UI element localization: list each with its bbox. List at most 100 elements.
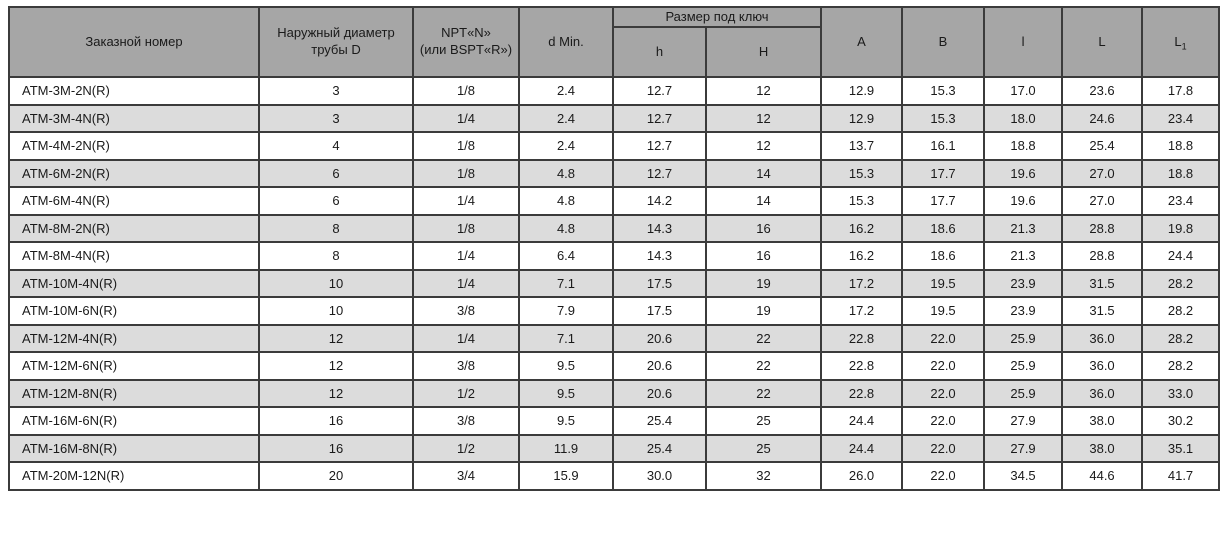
value-cell: 8 (258, 213, 414, 243)
value-cell: 28.2 (1141, 268, 1221, 298)
value-cell: 24.6 (1061, 103, 1144, 133)
value-cell: 16 (258, 406, 414, 436)
value-cell: 7.1 (518, 268, 614, 298)
value-cell: 31.5 (1061, 296, 1144, 326)
value-cell: 20.6 (612, 351, 707, 381)
value-cell: 12 (704, 131, 823, 161)
value-cell: 18.6 (901, 213, 986, 243)
value-cell: 35.1 (1141, 433, 1221, 463)
outer-diameter-line2: трубы D (311, 42, 361, 57)
value-cell: 18.6 (901, 241, 986, 271)
value-cell: 19.5 (901, 268, 986, 298)
value-cell: 15.3 (901, 103, 986, 133)
value-cell: 27.9 (983, 406, 1064, 436)
value-cell: 19 (704, 268, 823, 298)
header-row-bottom: h H (9, 26, 1219, 78)
table-row: ATM-8M-2N(R) 8 1/8 4.8 14.3 16 16.2 18.6 21.3 28.… (8, 213, 1221, 243)
value-cell: 18.8 (983, 131, 1064, 161)
value-cell: 12 (258, 351, 414, 381)
order-number-cell: ATM-16M-8N(R) (8, 433, 260, 463)
order-number-cell: ATM-4M-2N(R) (8, 131, 260, 161)
value-cell: 2.4 (518, 76, 614, 106)
value-cell: 1/8 (412, 213, 520, 243)
value-cell: 28.8 (1061, 241, 1144, 271)
value-cell: 1/2 (412, 433, 520, 463)
table-row: ATM-3M-2N(R) 3 1/8 2.4 12.7 12 12.9 15.3 17.0 23.… (8, 76, 1221, 106)
value-cell: 30.2 (1141, 406, 1221, 436)
value-cell: 38.0 (1061, 406, 1144, 436)
value-cell: 10 (258, 268, 414, 298)
value-cell: 25.9 (983, 378, 1064, 408)
col-header-npt: NPT«N» (или BSPT«R») (412, 6, 520, 78)
col-header-l-small: l (983, 6, 1064, 78)
value-cell: 23.4 (1141, 186, 1221, 216)
value-cell: 18.8 (1141, 131, 1221, 161)
order-number-cell: ATM-8M-4N(R) (8, 241, 260, 271)
order-number-cell: ATM-12M-4N(R) (8, 323, 260, 353)
value-cell: 3/8 (412, 351, 520, 381)
outer-diameter-line1: Наружный диаметр (277, 25, 395, 41)
spec-table-container: Заказной номер Наружный диаметр трубы D … (8, 6, 1221, 491)
value-cell: 16 (258, 433, 414, 463)
value-cell: 12 (258, 323, 414, 353)
value-cell: 17.7 (901, 158, 986, 188)
value-cell: 3/8 (412, 296, 520, 326)
value-cell: 26.0 (820, 461, 904, 491)
value-cell: 15.3 (820, 158, 904, 188)
value-cell: 16.2 (820, 213, 904, 243)
value-cell: 1/8 (412, 131, 520, 161)
value-cell: 14 (704, 186, 823, 216)
value-cell: 25 (704, 406, 823, 436)
value-cell: 25.9 (983, 351, 1064, 381)
value-cell: 28.2 (1141, 296, 1221, 326)
table-row: ATM-3M-4N(R) 3 1/4 2.4 12.7 12 12.9 15.3 18.0 24.… (8, 103, 1221, 133)
order-number-cell: ATM-12M-6N(R) (8, 351, 260, 381)
value-cell: 12.9 (820, 76, 904, 106)
order-number-cell: ATM-6M-4N(R) (8, 186, 260, 216)
value-cell: 20 (258, 461, 414, 491)
value-cell: 22.0 (901, 433, 986, 463)
table-row: ATM-20M-12N(R) 20 3/4 15.9 30.0 32 26.0 22.0 34.… (8, 461, 1221, 491)
col-header-wrench-size: Размер под ключ (611, 6, 823, 28)
value-cell: 19 (704, 296, 823, 326)
value-cell: 18.0 (983, 103, 1064, 133)
value-cell: 22.0 (901, 461, 986, 491)
value-cell: 11.9 (518, 433, 614, 463)
value-cell: 9.5 (518, 351, 614, 381)
value-cell: 4.8 (518, 186, 614, 216)
value-cell: 1/8 (412, 158, 520, 188)
order-number-cell: ATM-10M-4N(R) (8, 268, 260, 298)
value-cell: 6 (258, 158, 414, 188)
value-cell: 1/2 (412, 378, 520, 408)
value-cell: 19.8 (1141, 213, 1221, 243)
value-cell: 3 (258, 103, 414, 133)
value-cell: 4.8 (518, 213, 614, 243)
value-cell: 12.7 (612, 103, 707, 133)
value-cell: 31.5 (1061, 268, 1144, 298)
value-cell: 1/4 (412, 268, 520, 298)
npt-line1: NPT«N» (441, 25, 491, 41)
value-cell: 1/4 (412, 323, 520, 353)
table-row: ATM-8M-4N(R) 8 1/4 6.4 14.3 16 16.2 18.6 21.3 28.… (8, 241, 1221, 271)
order-number-cell: ATM-8M-2N(R) (8, 213, 260, 243)
value-cell: 2.4 (518, 103, 614, 133)
col-header-order-number: Заказной номер (8, 6, 260, 78)
value-cell: 22.8 (820, 351, 904, 381)
value-cell: 22.0 (901, 323, 986, 353)
value-cell: 12 (258, 378, 414, 408)
value-cell: 44.6 (1061, 461, 1144, 491)
col-header-d-min: d Min. (518, 6, 614, 78)
value-cell: 15.3 (901, 76, 986, 106)
value-cell: 22 (704, 351, 823, 381)
value-cell: 28.8 (1061, 213, 1144, 243)
value-cell: 36.0 (1061, 378, 1144, 408)
value-cell: 6 (258, 186, 414, 216)
npt-line2: (или BSPT«R») (419, 42, 513, 57)
value-cell: 36.0 (1061, 323, 1144, 353)
value-cell: 18.8 (1141, 158, 1221, 188)
value-cell: 25.4 (1061, 131, 1144, 161)
value-cell: 16.1 (901, 131, 986, 161)
value-cell: 23.6 (1061, 76, 1144, 106)
value-cell: 28.2 (1141, 323, 1221, 353)
table-row: ATM-6M-2N(R) 6 1/8 4.8 12.7 14 15.3 17.7 19.6 27.… (8, 158, 1221, 188)
